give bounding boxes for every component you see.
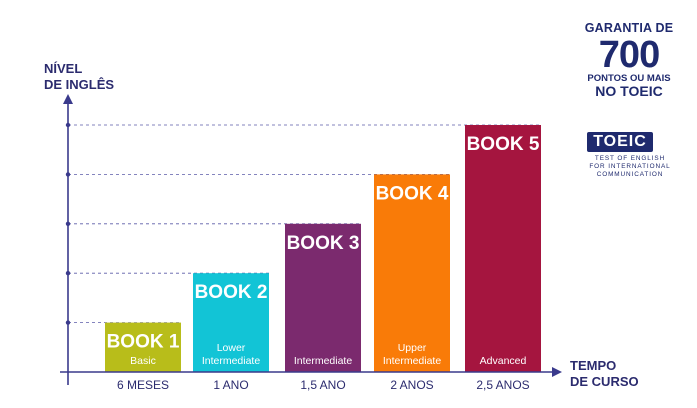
bar-5: BOOK 5 Advanced [465,125,541,372]
x-tick-label: 1,5 ANO [300,378,345,392]
toeic-logo-word: TOEIC [587,132,653,152]
badge-score: 700 [598,33,660,76]
x-axis-arrow [552,367,562,377]
bar-3: BOOK 3 Intermediate [285,223,361,372]
x-tick-label: 1 ANO [213,378,248,392]
bar-level-label: Intermediate [202,355,261,367]
x-axis-title: TEMPO DE CURSO [570,358,639,389]
bar-rect [285,223,361,372]
bar-title: BOOK 4 [376,183,449,204]
bar-level-label: Lower [217,342,246,354]
x-tick-labels: 6 MESES 1 ANO 1,5 ANO 2 ANOS 2,5 ANOS [117,378,530,392]
bar-title: BOOK 5 [467,134,540,155]
x-axis-title-line2: DE CURSO [570,374,639,389]
badge-line1: GARANTIA DE [584,21,674,35]
bar-level-label: Basic [130,355,156,367]
toeic-tagline-2: FOR INTERNATIONAL [589,163,671,170]
bar-level-label: Intermediate [383,355,442,367]
toeic-tagline-1: TEST OF ENGLISH [594,155,666,162]
bar-level-label: Upper [398,342,427,354]
badge-line3: PONTOS OU MAIS [587,72,671,84]
bar-rect [193,273,269,372]
x-tick-label: 6 MESES [117,378,169,392]
bar-rect [465,125,541,372]
bar-rect [105,322,181,372]
axes [60,94,562,385]
score-guarantee-badge: GARANTIA DE 700 PONTOS OU MAIS NO TOEIC [583,22,675,98]
y-axis-title-line1: NÍVEL [44,61,82,76]
bar-level-label: Intermediate [294,355,353,367]
bar-1: BOOK 1 Basic [105,322,181,372]
y-axis-arrow [63,94,73,104]
badge-line4: NO TOEIC [595,83,663,99]
bar-title: BOOK 1 [107,332,180,353]
toeic-tagline-3: COMMUNICATION [596,171,664,178]
x-tick-label: 2 ANOS [390,378,433,392]
bar-rect [374,174,450,372]
x-axis-title-line1: TEMPO [570,358,616,373]
bar-title: BOOK 2 [195,282,268,303]
bar-level-label: Advanced [480,355,527,367]
bar-title: BOOK 3 [287,233,360,254]
y-axis-title: NÍVEL DE INGLÊS [44,61,114,92]
y-axis-title-line2: DE INGLÊS [44,77,114,92]
toeic-logo: TOEIC TEST OF ENGLISH FOR INTERNATIONAL … [583,132,678,179]
x-tick-label: 2,5 ANOS [476,378,529,392]
